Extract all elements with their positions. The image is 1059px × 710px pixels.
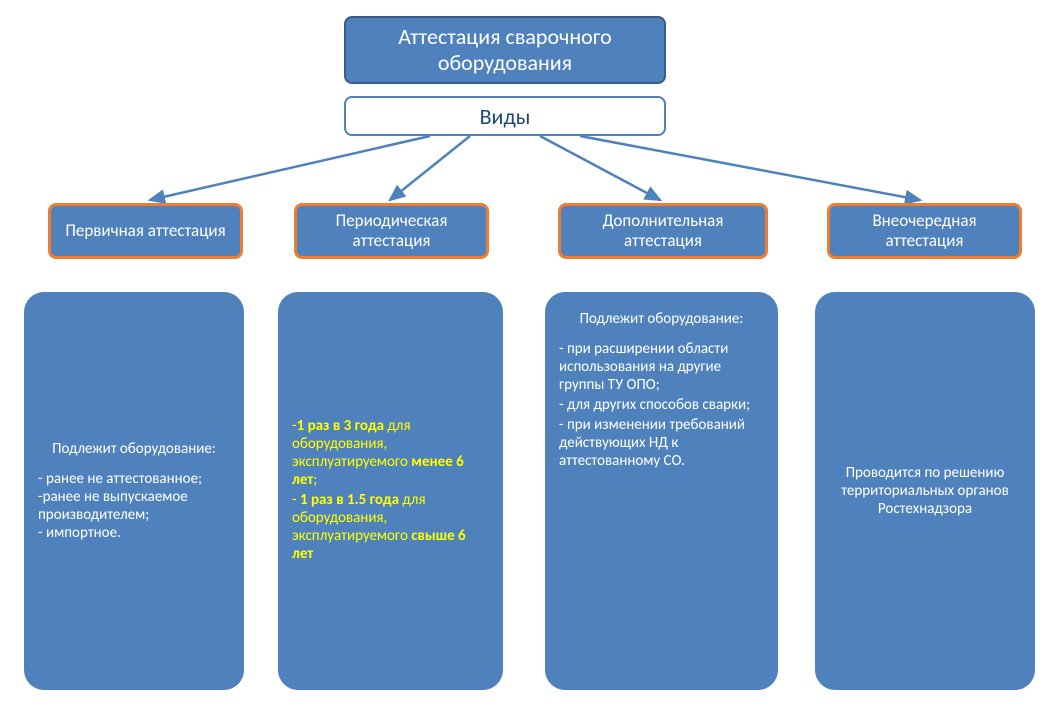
- detail-line: -ранее не выпускаемое производителем;: [38, 488, 230, 524]
- detail-title: Подлежит оборудование:: [559, 310, 764, 328]
- connector-arrow: [390, 136, 470, 200]
- connector-arrow: [540, 136, 660, 200]
- category-primary: Первичная аттестация: [48, 203, 243, 259]
- connector-arrow: [150, 136, 430, 200]
- category-periodic: Периодическая аттестация: [294, 203, 489, 259]
- detail-line: - 1 раз в 1.5 года для оборудования, экс…: [292, 491, 489, 563]
- detail-primary: Подлежит оборудование: - ранее не аттесто…: [24, 292, 244, 690]
- category-label: Внеочередная аттестация: [834, 211, 1015, 250]
- detail-periodic: -1 раз в 3 года для оборудования, эксплу…: [278, 292, 503, 690]
- category-extraordinary: Внеочередная аттестация: [827, 203, 1022, 259]
- title-text: Аттестация сварочного оборудования: [356, 24, 654, 77]
- detail-line: - для других способов сварки;: [559, 396, 764, 414]
- detail-line: -1 раз в 3 года для оборудования, эксплу…: [292, 417, 489, 489]
- detail-extraordinary: Проводится по решению территориальных ор…: [815, 292, 1035, 690]
- detail-line: - при расширении области использования н…: [559, 340, 764, 394]
- detail-text: Проводится по решению территориальных ор…: [829, 464, 1021, 518]
- types-text: Виды: [480, 103, 531, 130]
- title-box: Аттестация сварочного оборудования: [344, 16, 666, 84]
- category-additional: Дополнительная аттестация: [558, 203, 768, 259]
- category-label: Первичная аттестация: [65, 221, 225, 241]
- detail-title: Подлежит оборудование:: [38, 440, 230, 458]
- detail-line: - ранее не аттестованное;: [38, 470, 230, 488]
- category-label: Периодическая аттестация: [301, 211, 482, 250]
- detail-additional: Подлежит оборудование: - при расширении о…: [545, 292, 778, 690]
- category-label: Дополнительная аттестация: [565, 211, 761, 250]
- detail-line: - импортное.: [38, 524, 230, 542]
- detail-line: - при изменении требований действующих Н…: [559, 416, 764, 470]
- connector-arrow: [580, 136, 920, 200]
- types-box: Виды: [344, 96, 666, 136]
